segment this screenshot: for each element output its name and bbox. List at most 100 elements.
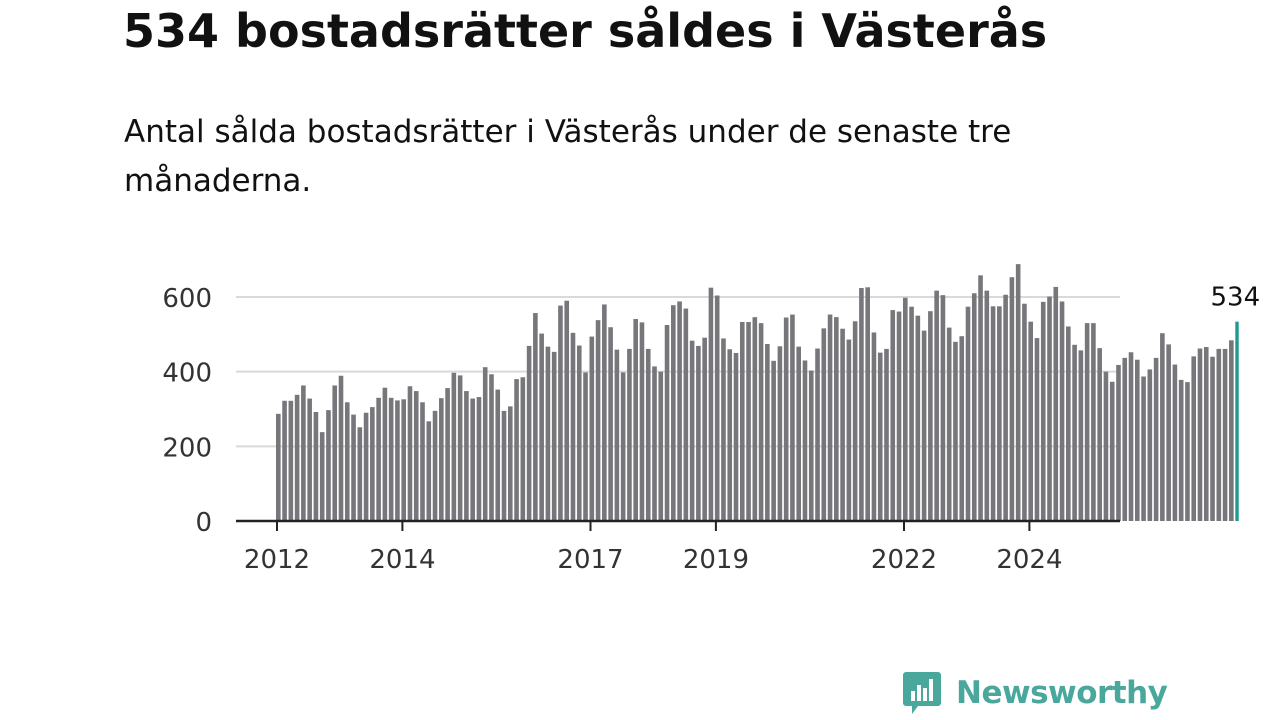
- bar: [896, 311, 902, 521]
- bar: [1210, 356, 1215, 521]
- bar: [790, 314, 795, 521]
- x-tick-label-2019: 2019: [683, 545, 749, 575]
- bar: [439, 398, 444, 521]
- bar: [1166, 344, 1171, 521]
- bar: [570, 332, 576, 521]
- bar: [696, 345, 701, 521]
- bar: [1040, 301, 1046, 521]
- bar: [821, 328, 827, 521]
- bar: [1216, 348, 1222, 521]
- bar: [276, 413, 281, 521]
- bar: [357, 427, 363, 521]
- bar: [338, 375, 344, 521]
- bar: [526, 345, 532, 521]
- bar: [928, 311, 933, 521]
- bar: [1003, 294, 1008, 521]
- bar: [533, 313, 538, 521]
- bar: [1222, 348, 1228, 521]
- bar: [1116, 364, 1121, 521]
- bar: [1185, 382, 1190, 521]
- bar: [294, 394, 300, 521]
- bar: [344, 402, 350, 521]
- bar: [1091, 323, 1096, 521]
- bar: [307, 398, 312, 521]
- bar: [583, 372, 588, 521]
- bar: [627, 348, 632, 521]
- bar: [946, 327, 952, 521]
- bar: [514, 379, 519, 521]
- bar: [752, 317, 758, 521]
- bar: [388, 397, 394, 521]
- bar: [539, 333, 544, 521]
- bar: [1053, 286, 1059, 521]
- bar: [482, 367, 488, 521]
- bar: [351, 414, 356, 521]
- bar: [978, 275, 983, 521]
- bar: [746, 322, 751, 521]
- highlight-value-label: 534: [1210, 283, 1260, 313]
- bar: [1009, 277, 1015, 521]
- bar: [420, 402, 425, 521]
- bar: [507, 406, 513, 521]
- bar: [413, 391, 419, 521]
- bar: [671, 305, 676, 521]
- bars: [276, 264, 1239, 521]
- bar: [288, 400, 294, 521]
- bar: [1103, 371, 1109, 521]
- bar: [1203, 347, 1209, 521]
- bar: [407, 386, 413, 521]
- bar: [714, 295, 720, 521]
- bar: [965, 306, 971, 521]
- bar: [689, 340, 695, 521]
- bar: [633, 319, 638, 521]
- bar: [990, 306, 996, 521]
- x-tick-label-2014: 2014: [369, 545, 435, 575]
- x-tick-label-2024: 2024: [996, 545, 1062, 575]
- x-tick-label-2012: 2012: [244, 545, 310, 575]
- bar: [370, 407, 375, 521]
- bar: [852, 321, 858, 521]
- bar: [1128, 352, 1134, 521]
- x-tick-label-2017: 2017: [557, 545, 623, 575]
- bar: [909, 306, 914, 521]
- bar: [1178, 379, 1184, 521]
- newsworthy-logo-icon: [903, 672, 941, 714]
- bar: [808, 370, 814, 521]
- bar: [865, 287, 870, 521]
- bar: [1160, 333, 1165, 521]
- bar: [652, 366, 657, 521]
- bar: [1172, 364, 1178, 521]
- bar: [620, 372, 626, 521]
- bar: [401, 399, 406, 521]
- bar: [834, 317, 839, 521]
- bar: [827, 314, 833, 521]
- bar: [1141, 376, 1146, 521]
- bar: [602, 304, 607, 521]
- bar: [733, 353, 739, 521]
- bar: [802, 360, 808, 521]
- bar: [771, 360, 776, 521]
- bar: [915, 315, 921, 521]
- bar: [1034, 338, 1040, 521]
- bar: [639, 322, 645, 521]
- bar: [645, 348, 651, 521]
- brand-name: Newsworthy: [956, 675, 1168, 711]
- bar: [921, 330, 927, 521]
- brand[interactable]: Newsworthy: [902, 670, 1168, 716]
- bar: [840, 328, 845, 521]
- bar: [877, 352, 883, 521]
- bar: [846, 339, 852, 521]
- bar: [1122, 357, 1128, 521]
- y-tick-label-400: 400: [162, 359, 212, 389]
- bar: [451, 372, 457, 521]
- bar: [765, 344, 770, 521]
- bar: [326, 410, 331, 521]
- axes: [236, 519, 1120, 531]
- bar: [683, 308, 689, 521]
- bar: [871, 332, 877, 521]
- bar: [301, 385, 306, 521]
- bar: [796, 346, 802, 521]
- bar: [758, 323, 764, 521]
- bar: [815, 348, 820, 521]
